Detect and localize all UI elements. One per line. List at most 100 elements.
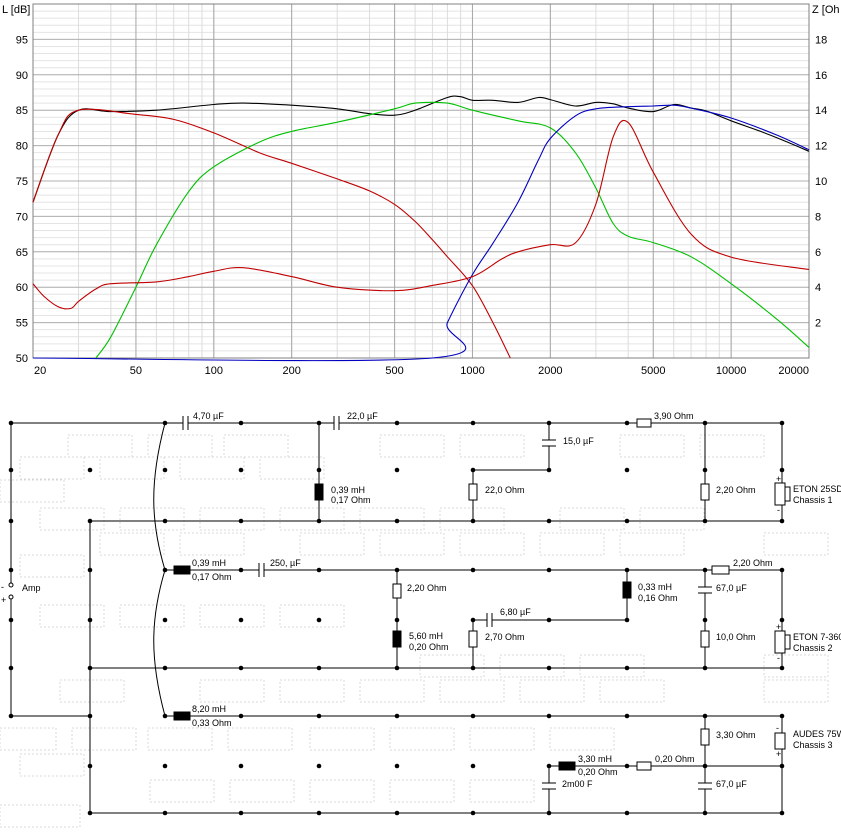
svg-text:+: +: [776, 622, 781, 632]
capacitor-2m00f[interactable]: 2m00 F: [542, 779, 593, 790]
resistor-3-30ohm[interactable]: 3,30 Ohm: [700, 728, 756, 746]
svg-text:+: +: [1, 595, 6, 605]
junction-dot: [87, 567, 93, 573]
junction-dot: [779, 810, 785, 816]
junction-dot: [162, 763, 168, 769]
x-tick-label: 200: [282, 365, 300, 377]
junction-dot: [546, 567, 552, 573]
junction-dot: [470, 665, 476, 671]
svg-text:2,20 Ohm: 2,20 Ohm: [733, 558, 773, 568]
junction-dot: [702, 763, 708, 769]
x-tick-label: 2000: [538, 365, 562, 377]
svg-text:-: -: [777, 505, 780, 515]
svg-text:-: -: [777, 653, 780, 663]
junction-dot: [87, 810, 93, 816]
junction-dot: [546, 518, 552, 524]
svg-text:10,0 Ohm: 10,0 Ohm: [716, 632, 756, 642]
svg-text:Chassis 1: Chassis 1: [793, 495, 833, 505]
svg-text:15,0 µF: 15,0 µF: [563, 436, 594, 446]
capacitor-4-70uf[interactable]: 4,70 µF: [182, 411, 224, 430]
junction-dots: [8, 420, 785, 816]
svg-text:2,70 Ohm: 2,70 Ohm: [485, 632, 525, 642]
resistor-2-20ohm-1[interactable]: 2,20 Ohm: [700, 483, 756, 501]
svg-text:0,39 mH: 0,39 mH: [192, 558, 226, 568]
amp-input[interactable]: - + Amp: [1, 582, 41, 605]
junction-dot: [316, 665, 322, 671]
svg-text:22,0 µF: 22,0 µF: [347, 411, 378, 421]
y-right-tick-label: 16: [815, 70, 827, 82]
inductor-5-60mh[interactable]: 5,60 mH 0,20 Ohm: [392, 630, 449, 652]
resistor-0-20ohm[interactable]: 0,20 Ohm: [636, 754, 695, 771]
junction-dot: [162, 518, 168, 524]
junction-dot: [87, 713, 93, 719]
speaker-chassis-3[interactable]: - + AUDES 75W Chassis 3: [774, 723, 841, 759]
y-right-tick-label: 12: [815, 141, 827, 153]
resistor-10ohm[interactable]: 10,0 Ohm: [700, 630, 756, 648]
svg-text:0,39 mH: 0,39 mH: [331, 485, 365, 495]
crossover-schematic[interactable]: 4,70 µF 22,0 µF 3,90 Ohm 15,0 µF 0,39 mH…: [0, 385, 841, 832]
junction-dot: [316, 763, 322, 769]
y-left-tick-label: 50: [16, 353, 28, 365]
junction-dot: [238, 763, 244, 769]
svg-text:ETON 7-360: ETON 7-360: [793, 632, 841, 642]
junction-dot: [624, 467, 630, 473]
background-grid-boxes: [0, 434, 829, 828]
y-right-tick-label: 4: [815, 282, 821, 294]
junction-dot: [316, 518, 322, 524]
inductor-0-39mh-1[interactable]: 0,39 mH 0,17 Ohm: [314, 483, 371, 505]
tick-labels: 50 55 60 65 70 75 80 85 90 95 2 4 6 8 10 12 14 16 18 20 50 10…: [16, 34, 828, 377]
junction-dot: [87, 518, 93, 524]
components[interactable]: 4,70 µF 22,0 µF 3,90 Ohm 15,0 µF 0,39 mH…: [1, 411, 841, 790]
y-right-tick-label: 8: [815, 211, 821, 223]
inductor-0-33mh[interactable]: 0,33 mH 0,16 Ohm: [622, 581, 678, 603]
svg-text:Amp: Amp: [22, 583, 41, 593]
junction-dot: [394, 810, 400, 816]
frequency-response-chart: 50 55 60 65 70 75 80 85 90 95 2 4 6 8 10 12 14 16 18 20 50 10…: [0, 0, 841, 385]
capacitor-6-80uf[interactable]: 6,80 µF: [486, 607, 531, 627]
svg-text:4,70 µF: 4,70 µF: [193, 411, 224, 421]
junction-dot: [470, 810, 476, 816]
svg-text:Chassis 2: Chassis 2: [793, 643, 833, 653]
capacitor-250uf[interactable]: 250, µF: [258, 558, 301, 577]
capacitor-22uf[interactable]: 22,0 µF: [333, 411, 378, 430]
resistor-3-90ohm[interactable]: 3,90 Ohm: [636, 411, 694, 428]
svg-text:0,20 Ohm: 0,20 Ohm: [409, 642, 449, 652]
junction-dot: [702, 467, 708, 473]
inductor-8-20mh[interactable]: 8,20 mH 0,33 Ohm: [173, 704, 232, 728]
capacitor-67uf-1[interactable]: 67,0 µF: [698, 583, 747, 594]
svg-text:8,20 mH: 8,20 mH: [192, 704, 226, 714]
capacitor-67uf-2[interactable]: 67,0 µF: [698, 779, 747, 790]
resistor-2-20ohm-3[interactable]: 2,20 Ohm: [711, 558, 773, 575]
inductor-0-39mh-2[interactable]: 0,39 mH 0,17 Ohm: [173, 558, 232, 582]
junction-dot: [316, 567, 322, 573]
y-left-tick-label: 65: [16, 247, 28, 259]
svg-text:0,33 Ohm: 0,33 Ohm: [192, 718, 232, 728]
junction-dot: [702, 617, 708, 623]
junction-dot: [470, 713, 476, 719]
y-left-tick-label: 80: [16, 141, 28, 153]
y-left-tick-label: 75: [16, 176, 28, 188]
inductor-3-30mh[interactable]: 3,30 mH 0,20 Ohm: [558, 754, 618, 777]
junction-dot: [624, 617, 630, 623]
resistor-2-70ohm[interactable]: 2,70 Ohm: [468, 630, 525, 648]
speaker-chassis-1[interactable]: + - ETON 25SD Chassis 1: [774, 474, 841, 515]
junction-dot: [470, 763, 476, 769]
capacitor-15uf[interactable]: 15,0 µF: [542, 436, 594, 447]
svg-text:AUDES 75W: AUDES 75W: [793, 729, 841, 739]
junction-dot: [779, 420, 785, 426]
junction-dot: [394, 518, 400, 524]
junction-dot: [546, 467, 552, 473]
junction-dot: [470, 617, 476, 623]
junction-dot: [546, 810, 552, 816]
series-line-4: [32, 119, 810, 310]
junction-dot: [238, 567, 244, 573]
right-axis-label: Z [Oh: [812, 4, 840, 16]
resistor-22ohm[interactable]: 22,0 Ohm: [468, 483, 525, 501]
resistor-2-20ohm-2[interactable]: 2,20 Ohm: [392, 583, 447, 599]
junction-dot: [238, 420, 244, 426]
svg-text:+: +: [776, 474, 781, 484]
junction-dot: [470, 567, 476, 573]
junction-dot: [8, 467, 14, 473]
x-tick-label: 20000: [778, 365, 809, 377]
speaker-chassis-2[interactable]: + - ETON 7-360 Chassis 2: [774, 622, 841, 663]
